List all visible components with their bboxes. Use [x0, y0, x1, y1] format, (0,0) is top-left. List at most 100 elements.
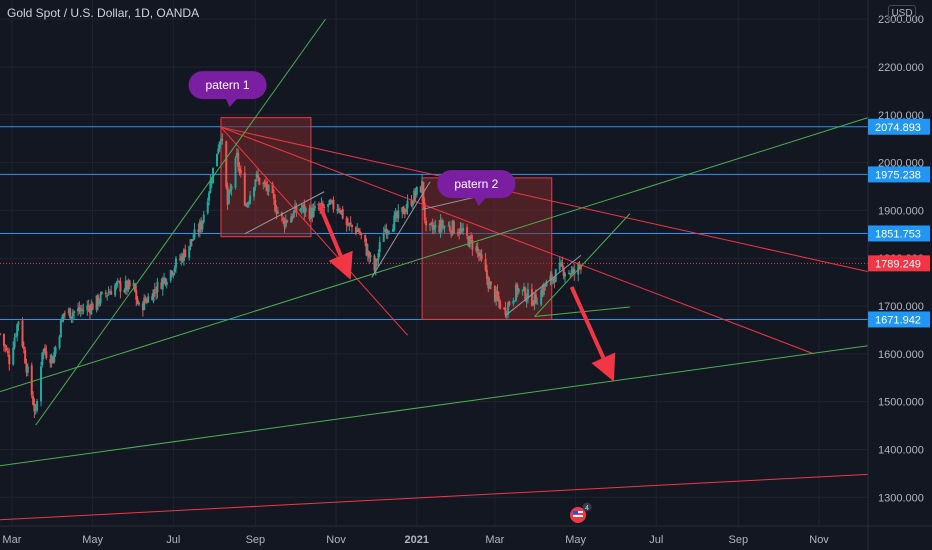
candle-body: [378, 241, 381, 252]
candle-body: [257, 174, 260, 178]
candle-body: [406, 200, 409, 209]
candle-body: [127, 280, 130, 291]
candle-body: [54, 347, 57, 354]
trendline: [244, 191, 325, 235]
candle-body: [489, 281, 492, 286]
candle-body: [512, 300, 515, 304]
candle-body: [230, 186, 233, 190]
candle-body: [90, 303, 93, 315]
pattern-boxes: [220, 117, 553, 320]
candle-body: [452, 221, 455, 234]
candle-body: [447, 225, 450, 227]
trendline: [0, 117, 869, 393]
candle-body: [21, 320, 24, 347]
trendline: [0, 473, 869, 521]
candle-body: [499, 301, 502, 309]
candle-body: [573, 268, 576, 275]
candle-body: [151, 296, 154, 301]
candle-body: [4, 345, 7, 348]
candle-body: [386, 230, 389, 234]
candle-body: [558, 263, 561, 270]
candle-body: [171, 271, 174, 275]
candle-body: [496, 290, 499, 298]
candle-body: [414, 192, 417, 196]
y-tick-label: 2200.000: [878, 62, 924, 74]
candle-body: [345, 217, 348, 226]
candle-body: [14, 335, 17, 337]
candle-body: [401, 207, 404, 212]
price-level-tag: [868, 255, 930, 272]
candle-body: [312, 207, 315, 217]
candle-body: [475, 246, 478, 252]
candle-body: [227, 191, 230, 204]
candle-body: [181, 255, 184, 262]
candle-body: [22, 346, 25, 349]
candle-body: [136, 298, 139, 305]
candle-body: [534, 294, 537, 304]
candle-body: [385, 228, 388, 235]
candle-body: [470, 235, 473, 240]
candle-body: [163, 277, 166, 280]
candle-body: [180, 255, 183, 260]
candle-body: [530, 289, 533, 306]
candle-body: [229, 188, 232, 192]
x-tick-label: Jul: [649, 534, 663, 546]
candle-body: [468, 236, 471, 248]
candle-body: [245, 205, 248, 207]
currency-button[interactable]: USD: [888, 5, 916, 22]
candle-body: [471, 239, 474, 250]
candle-body: [561, 262, 564, 267]
arrow-shaft: [317, 202, 343, 257]
candle-body: [391, 228, 394, 232]
y-tick-label: 1400.000: [878, 444, 924, 456]
candle-body: [376, 260, 379, 262]
candle-body: [219, 138, 222, 142]
candle-body: [12, 347, 15, 365]
candle-body: [513, 300, 516, 302]
candle-body: [266, 185, 269, 191]
candle-body: [516, 284, 519, 293]
candle-body: [332, 199, 335, 210]
candle-body: [374, 258, 377, 271]
candle-body: [291, 215, 294, 219]
candle-body: [540, 290, 543, 305]
candle-body: [542, 284, 545, 295]
candle-body: [430, 222, 433, 224]
events-flag-icon[interactable]: 4: [568, 502, 594, 524]
candle-body: [357, 229, 360, 232]
candle-body: [218, 141, 221, 149]
candle-body: [493, 285, 496, 302]
candle-body: [369, 254, 372, 258]
candle-body: [340, 210, 343, 214]
candle-body: [550, 274, 553, 281]
candle-body: [200, 220, 203, 230]
candle-body: [82, 310, 85, 312]
candle-body: [33, 403, 36, 412]
candle-body: [553, 279, 556, 283]
candle-body: [384, 229, 387, 233]
candle-body: [485, 269, 488, 279]
candle-body: [59, 320, 62, 338]
candle-body: [290, 217, 293, 223]
candle-body: [479, 253, 482, 256]
candle-body: [328, 200, 331, 205]
candle-body: [108, 291, 111, 294]
x-tick-label: Nov: [326, 534, 346, 546]
x-tick-label: May: [565, 534, 586, 546]
candle-body: [147, 296, 150, 303]
candle-body: [495, 290, 498, 301]
price-level-tag-label: 2074.893: [875, 122, 921, 134]
candle-body: [53, 352, 56, 363]
candle-body: [106, 295, 109, 297]
candle-body: [302, 204, 305, 208]
arrows: [317, 202, 616, 382]
candle-body: [79, 310, 82, 312]
candle-body: [239, 169, 242, 174]
candle-body: [487, 277, 490, 288]
candle-body: [206, 201, 209, 214]
candle-body: [394, 212, 397, 216]
candle-body: [88, 307, 91, 314]
candle-body: [458, 231, 461, 235]
candle-body: [202, 214, 205, 223]
